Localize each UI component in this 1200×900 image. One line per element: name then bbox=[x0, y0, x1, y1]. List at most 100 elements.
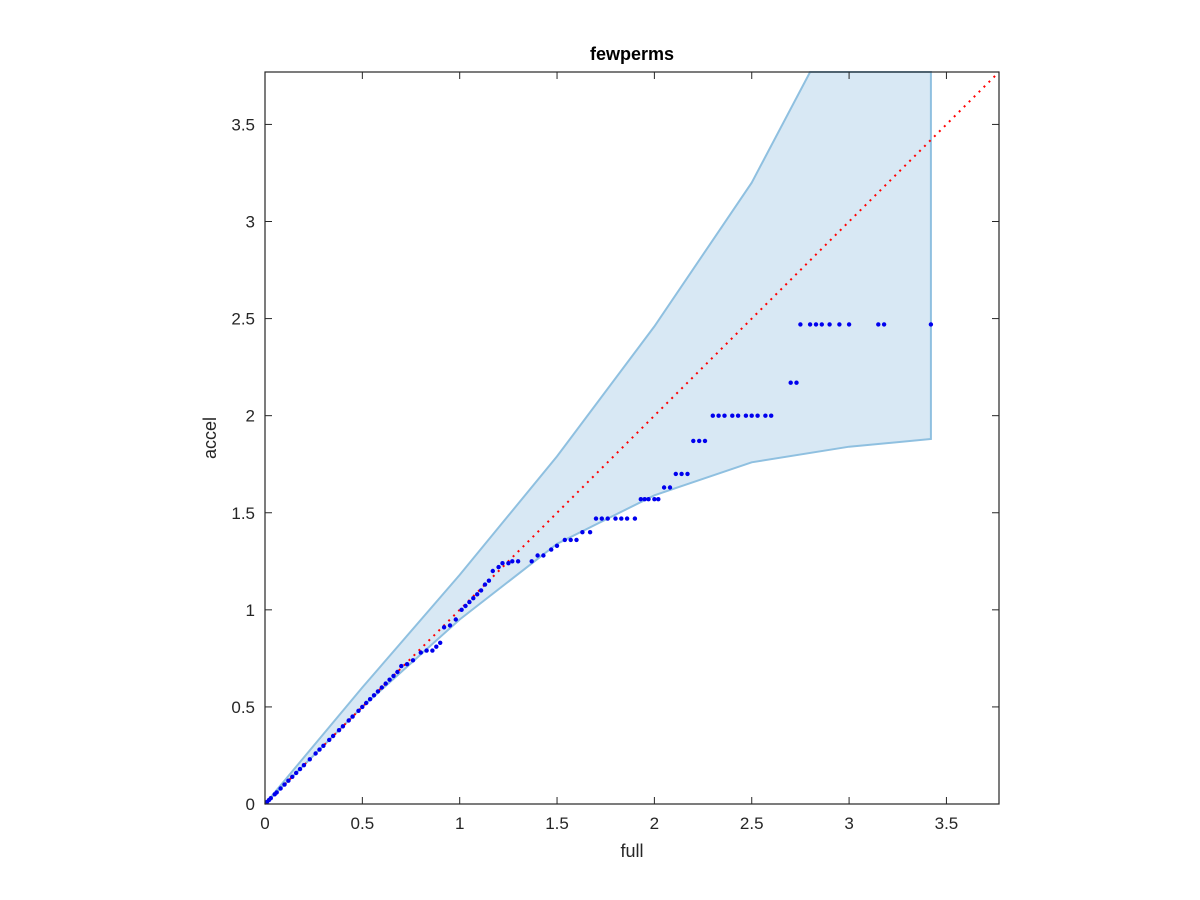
y-axis: 0 0.5 1 1.5 2 2.5 3 3.5 bbox=[231, 115, 999, 814]
x-tick-label: 0.5 bbox=[351, 814, 375, 833]
reference-line bbox=[264, 71, 1000, 805]
data-point bbox=[673, 471, 678, 477]
y-tick-label: 2 bbox=[246, 407, 255, 426]
data-point bbox=[798, 322, 803, 327]
data-point bbox=[788, 380, 793, 385]
data-point bbox=[430, 648, 435, 653]
data-point bbox=[404, 662, 410, 667]
x-tick-label: 1 bbox=[455, 814, 464, 833]
data-point bbox=[441, 625, 447, 630]
x-tick-label: 3.5 bbox=[935, 814, 959, 833]
data-point bbox=[463, 603, 468, 609]
data-point bbox=[730, 413, 735, 418]
data-point bbox=[535, 553, 540, 558]
data-point bbox=[702, 438, 708, 444]
data-point bbox=[656, 497, 661, 502]
data-point bbox=[290, 774, 295, 779]
data-point bbox=[679, 471, 684, 477]
data-point bbox=[294, 770, 299, 776]
data-points bbox=[264, 322, 934, 805]
data-point bbox=[807, 322, 813, 327]
data-point bbox=[819, 322, 824, 327]
y-tick-label: 0 bbox=[246, 795, 255, 814]
data-point bbox=[459, 607, 464, 612]
data-point bbox=[360, 704, 365, 710]
data-point bbox=[827, 322, 832, 327]
data-point bbox=[549, 547, 554, 552]
data-point bbox=[587, 530, 593, 535]
data-point bbox=[716, 413, 721, 418]
x-axis: 0 0.5 1 1.5 2 2.5 3 3.5 bbox=[260, 72, 958, 833]
data-point bbox=[574, 537, 579, 543]
data-point bbox=[367, 697, 373, 702]
data-point bbox=[346, 718, 351, 723]
data-point bbox=[580, 530, 585, 535]
data-point bbox=[438, 640, 443, 645]
axes-box bbox=[264, 71, 1000, 805]
data-point bbox=[330, 733, 336, 739]
data-point bbox=[447, 623, 453, 628]
data-point bbox=[529, 559, 534, 564]
data-point bbox=[371, 693, 377, 698]
data-point bbox=[391, 673, 396, 679]
data-point bbox=[646, 497, 651, 502]
y-tick-label: 1.5 bbox=[231, 504, 255, 523]
data-point bbox=[691, 438, 696, 444]
data-point bbox=[743, 413, 749, 418]
data-point bbox=[340, 724, 346, 729]
data-point bbox=[418, 650, 423, 655]
data-point bbox=[568, 537, 573, 543]
data-point bbox=[467, 599, 472, 605]
data-point bbox=[619, 516, 624, 521]
data-point bbox=[794, 380, 799, 385]
data-point bbox=[515, 559, 521, 564]
data-point bbox=[327, 737, 332, 743]
data-point bbox=[286, 778, 291, 783]
data-point bbox=[321, 743, 326, 748]
data-point bbox=[336, 728, 342, 733]
confidence-band bbox=[264, 71, 932, 805]
y-axis-label: accel bbox=[200, 417, 220, 459]
data-point bbox=[364, 700, 369, 706]
y-tick-label: 0.5 bbox=[231, 698, 255, 717]
data-point bbox=[453, 617, 458, 622]
y-tick-label: 3.5 bbox=[231, 115, 255, 134]
data-point bbox=[735, 413, 741, 418]
x-tick-label: 3 bbox=[844, 814, 853, 833]
data-point bbox=[486, 578, 492, 583]
data-point bbox=[876, 322, 881, 327]
data-point bbox=[769, 413, 774, 418]
data-point bbox=[475, 592, 480, 597]
data-point bbox=[593, 516, 599, 521]
data-point bbox=[749, 413, 754, 418]
data-point bbox=[282, 782, 287, 787]
data-point bbox=[490, 568, 495, 574]
data-point bbox=[667, 485, 673, 490]
data-point bbox=[813, 322, 819, 327]
chart-title: fewperms bbox=[590, 44, 674, 64]
x-axis-label: full bbox=[620, 841, 643, 861]
data-point bbox=[642, 497, 647, 502]
data-point bbox=[624, 516, 630, 521]
data-point bbox=[510, 559, 515, 564]
data-point bbox=[506, 561, 511, 566]
data-point bbox=[375, 689, 381, 694]
data-point bbox=[301, 763, 307, 768]
data-point bbox=[313, 751, 318, 756]
y-tick-label: 2.5 bbox=[231, 310, 255, 329]
data-point bbox=[837, 322, 842, 327]
data-point bbox=[471, 596, 476, 601]
data-point bbox=[500, 561, 505, 566]
data-point bbox=[613, 516, 618, 521]
data-point bbox=[928, 322, 934, 327]
y-tick-label: 1 bbox=[246, 601, 255, 620]
data-point bbox=[722, 413, 727, 418]
data-point bbox=[554, 543, 560, 548]
data-point bbox=[562, 537, 567, 543]
data-point bbox=[424, 648, 429, 653]
data-point bbox=[379, 685, 384, 690]
data-point bbox=[383, 681, 388, 686]
data-point bbox=[697, 438, 702, 444]
plot-area: 0 0.5 1 1.5 2 2.5 3 3.5 0 0.5 1 1.5 2 2.5 3 3.5 bbox=[231, 71, 1000, 833]
